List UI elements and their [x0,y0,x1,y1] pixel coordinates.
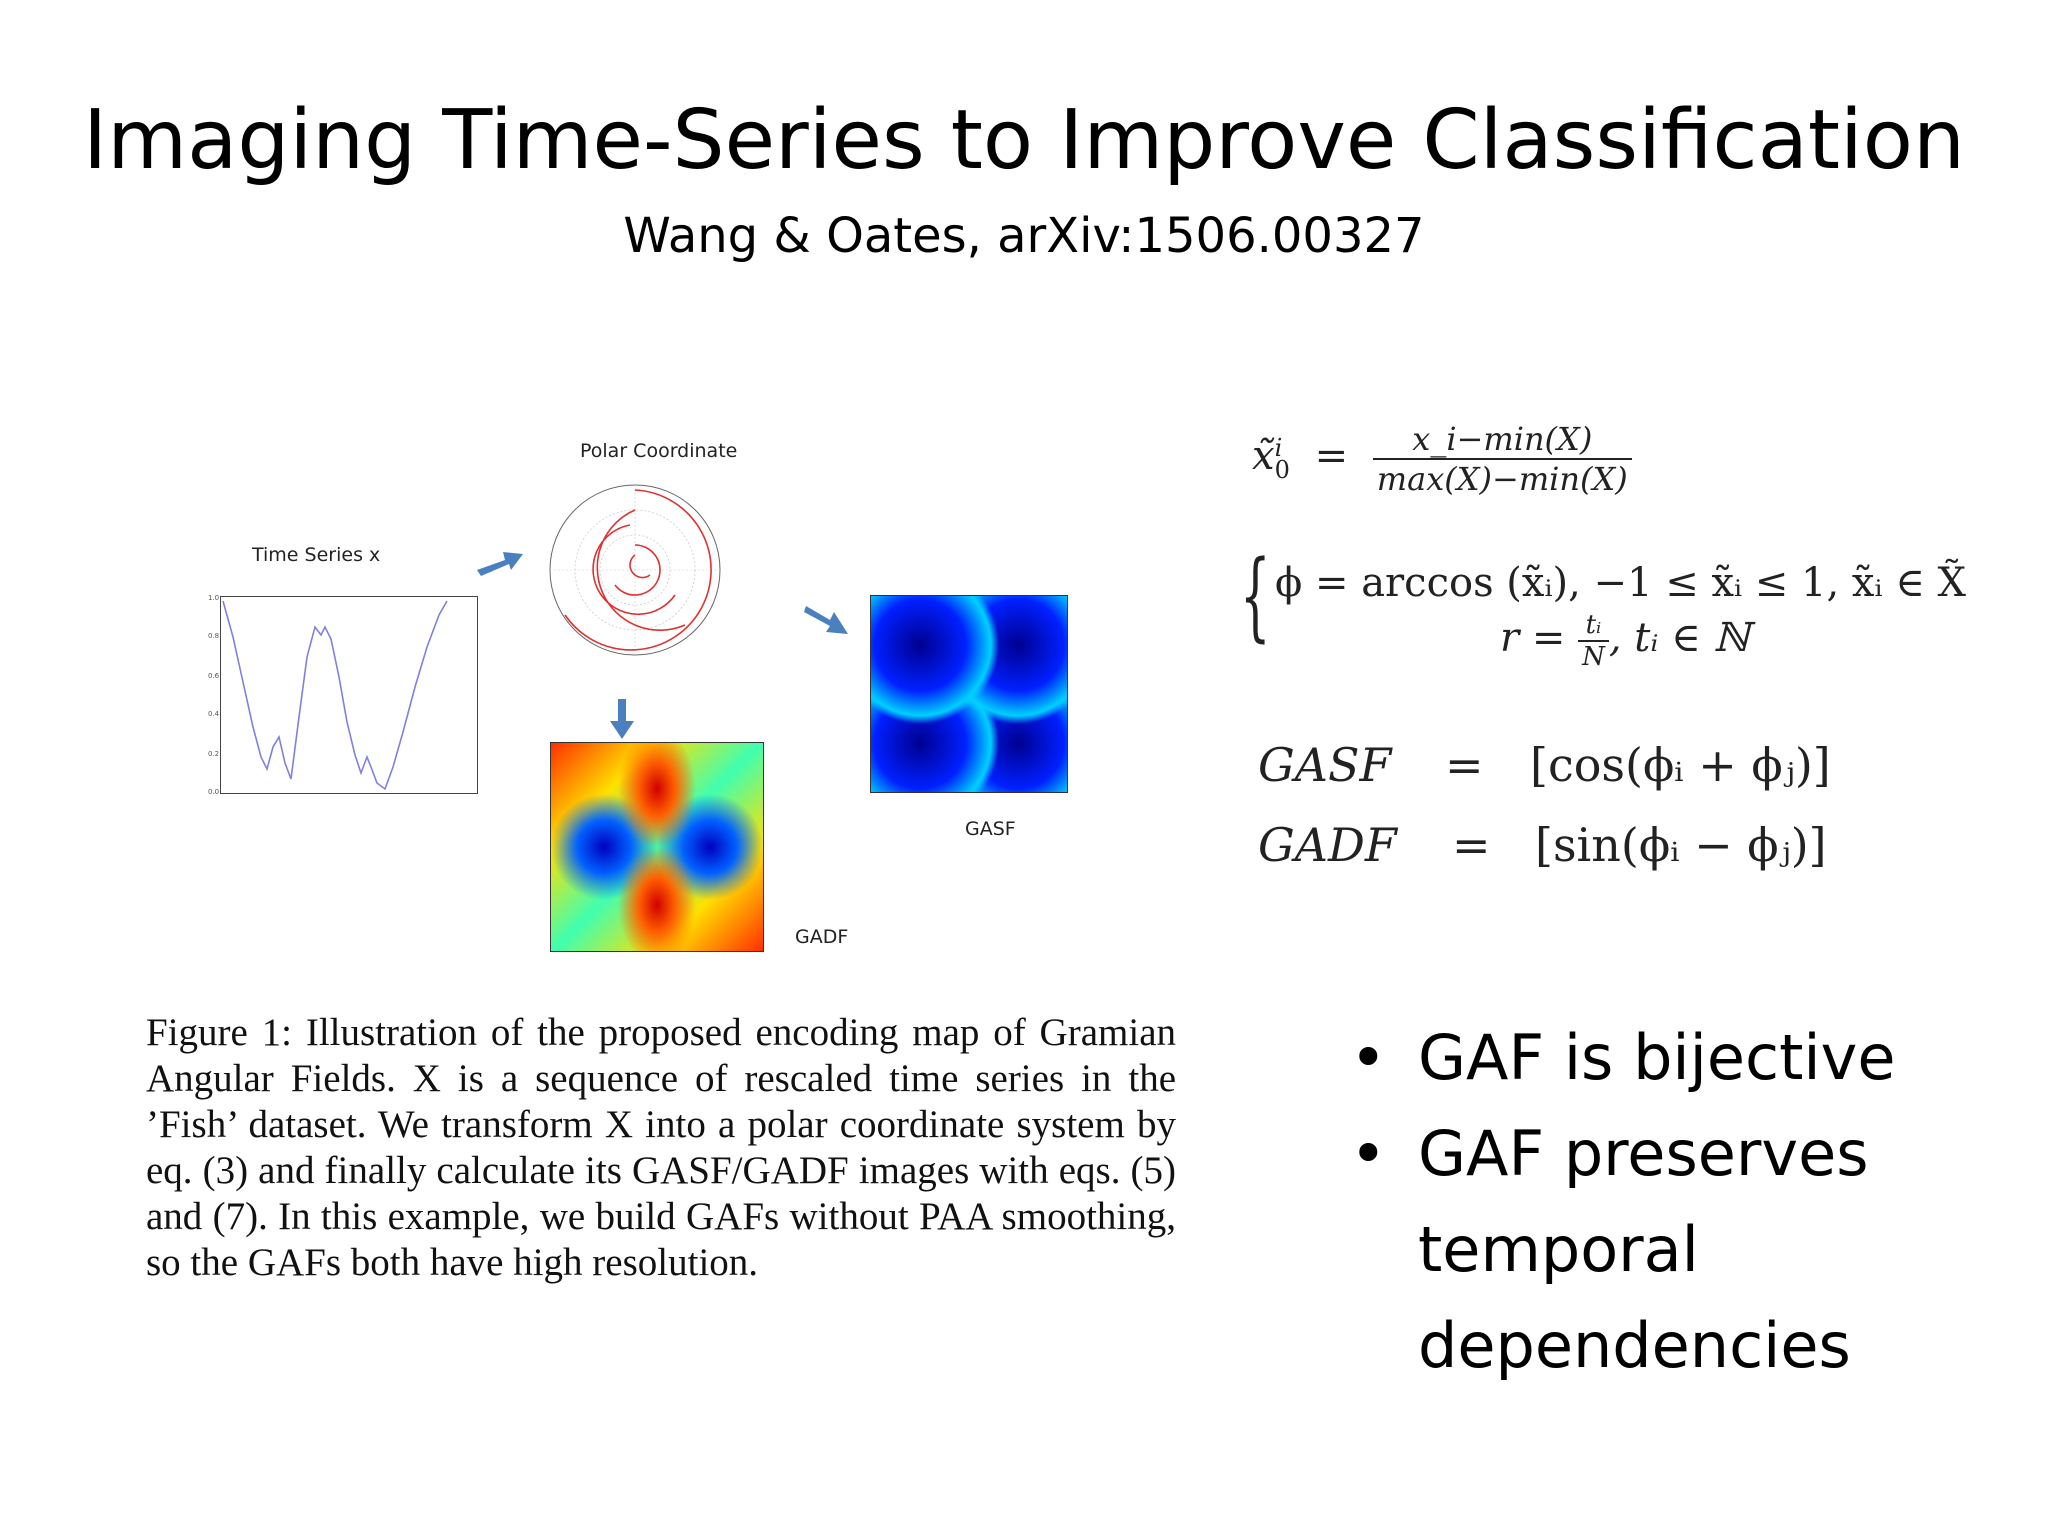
polar-plot [549,484,721,656]
time-series-plot [220,596,478,794]
time-series-line [222,600,448,791]
gadf-equation-rhs: [sin(ϕᵢ − ϕⱼ)] [1535,818,1827,872]
slide-title: Imaging Time-Series to Improve Classific… [83,93,1965,188]
gasf-equation-rhs: [cos(ϕᵢ + ϕⱼ)] [1530,738,1831,792]
gasf-equation-name: GASF [1258,738,1392,792]
bullet-dot-icon: • [1350,1021,1387,1094]
figure-caption: Figure 1: Illustration of the proposed e… [146,1011,1176,1284]
gadf-label: GADF [795,926,849,948]
arrow-icon [804,606,848,634]
gaf-figure: Time Series x 1.0 0.8 0.6 0.4 0.2 0.0 Po… [190,420,1110,980]
gadf-heatmap [550,742,764,952]
brace: { [1240,540,1271,652]
bullet-list: • GAF is bijective • GAF preserves tempo… [1350,1010,2030,1394]
phi-equation: ϕ = arccos (x̃ᵢ), −1 ≤ x̃ᵢ ≤ 1, x̃ᵢ ∈ X̃ [1275,560,1967,606]
gasf-heatmap [870,595,1068,793]
r-equation: r = tᵢ N, tᵢ ∈ ℕ [1500,610,1750,672]
bullet-dot-icon: • [1350,1117,1387,1190]
time-series-label: Time Series x [252,544,381,566]
gasf-label: GASF [965,818,1016,840]
equations-block: x̃ i 0 = x_i−min(X) max(X)−min(X) { ϕ = arc… [1240,420,2040,910]
gadf-equals: = [1452,818,1491,872]
polar-label: Polar Coordinate [580,440,738,462]
arrow-icon [477,552,523,576]
gasf-equals: = [1445,738,1484,792]
gadf-equation-name: GADF [1258,818,1397,872]
arrow-icon [610,699,634,739]
bullet-item: • GAF is bijective [1350,1010,2030,1106]
bullet-item: • GAF preserves temporal dependencies [1350,1106,2030,1394]
slide-subtitle: Wang & Oates, arXiv:1506.00327 [623,208,1425,264]
rescale-equation: x̃ i 0 = x_i−min(X) max(X)−min(X) [1252,420,1632,498]
